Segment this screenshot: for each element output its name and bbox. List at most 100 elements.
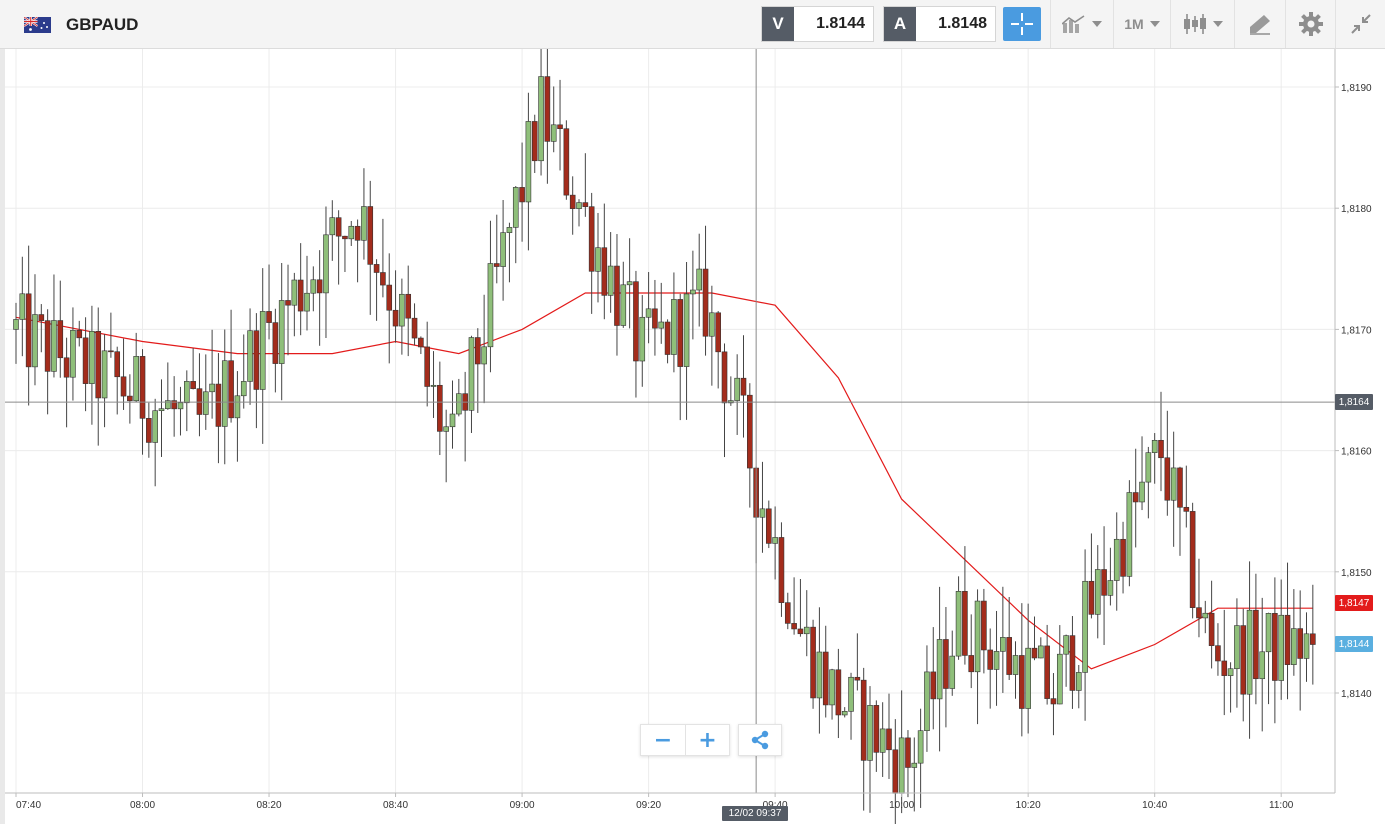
buy-quote-box[interactable]: A 1.8148 — [883, 6, 996, 42]
candle — [1107, 547, 1114, 606]
candle-body — [696, 268, 703, 291]
candle — [595, 212, 601, 303]
crosshair-button[interactable] — [1003, 7, 1041, 41]
drawing-tools-button[interactable] — [1234, 0, 1285, 48]
candle-body — [373, 264, 380, 273]
chart-type-button[interactable] — [1170, 0, 1234, 48]
zoom-in-button[interactable]: + — [685, 725, 729, 755]
candle — [538, 49, 544, 176]
instrument-symbol[interactable]: GBPAUD — [66, 15, 139, 34]
candle — [392, 270, 399, 343]
time-tick-label: 08:40 — [383, 800, 408, 811]
candle — [614, 234, 620, 356]
candle — [601, 203, 608, 320]
candle — [158, 379, 165, 457]
candle — [734, 354, 740, 435]
candle — [626, 238, 633, 329]
candle-body — [291, 279, 298, 306]
candle — [456, 378, 462, 417]
candle-body — [816, 651, 823, 699]
candle-body — [335, 217, 342, 237]
share-button[interactable] — [738, 724, 782, 756]
sell-label[interactable]: V — [762, 7, 794, 41]
candle — [1038, 637, 1044, 659]
fullscreen-button[interactable] — [1335, 0, 1385, 48]
candle — [968, 614, 975, 689]
candle — [184, 370, 190, 432]
candle-body — [1069, 635, 1076, 691]
candle — [487, 220, 494, 373]
candle — [1170, 431, 1177, 547]
candle-body — [209, 383, 215, 393]
candle-body — [778, 537, 785, 603]
candle — [841, 707, 848, 718]
candle-body — [1253, 609, 1259, 680]
candle-body — [266, 311, 272, 323]
indicators-button[interactable] — [1050, 0, 1113, 48]
candle — [797, 578, 804, 637]
buy-label[interactable]: A — [884, 7, 916, 41]
time-tick-label: 09:00 — [510, 800, 535, 811]
candle-body — [841, 711, 848, 716]
sell-price[interactable]: 1.8144 — [816, 15, 865, 32]
candle-body — [772, 537, 778, 544]
price-chart[interactable]: 1,8190 1,8180 1,8170 1,8160 1,8150 1,8140 07:… — [0, 49, 1385, 824]
candle-body — [1259, 651, 1266, 680]
candle-body — [924, 671, 930, 732]
price-axis: 1,8190 1,8180 1,8170 1,8160 1,8150 1,8140 — [1334, 49, 1372, 793]
candle-body — [506, 227, 513, 233]
candle — [253, 313, 260, 429]
candle — [765, 500, 772, 549]
candle-body — [1075, 672, 1082, 691]
crosshair-price-tag: 1,8164 — [1335, 394, 1373, 410]
candle — [114, 346, 121, 415]
candle-body — [474, 337, 481, 365]
zoom-out-button[interactable]: − — [653, 727, 673, 753]
candle — [462, 371, 468, 462]
candle — [1189, 502, 1196, 619]
candle — [696, 233, 703, 327]
candle-body — [595, 247, 601, 272]
crosshair-time-tag: 12/02 09:37 — [722, 806, 788, 821]
candle-body — [430, 384, 437, 387]
share-icon — [751, 730, 769, 750]
candle — [367, 180, 374, 315]
candle — [702, 225, 709, 356]
candle-body — [418, 337, 424, 348]
candle-body — [835, 669, 842, 716]
candle-body — [259, 311, 266, 390]
candle-body — [392, 309, 399, 327]
candle-body — [329, 217, 336, 236]
candle — [437, 361, 443, 456]
candle — [89, 305, 95, 425]
candle — [1056, 625, 1063, 705]
candle-body — [1044, 645, 1050, 699]
settings-button[interactable] — [1285, 0, 1335, 48]
timeframe-button[interactable]: 1M — [1113, 0, 1170, 48]
price-tick-label: 1,8180 — [1341, 204, 1372, 215]
candle-body — [525, 121, 532, 203]
candle — [860, 667, 867, 811]
buy-price[interactable]: 1.8148 — [938, 15, 987, 32]
candle — [474, 328, 481, 413]
candle — [645, 272, 652, 344]
candle-body — [854, 676, 861, 681]
candle — [63, 337, 70, 428]
candle-body — [44, 320, 51, 372]
candle-body — [1272, 613, 1278, 681]
sell-quote-box[interactable]: V 1.8144 — [761, 6, 874, 42]
candle — [911, 737, 918, 812]
candle — [848, 672, 854, 740]
candle — [82, 317, 89, 412]
candle-body — [930, 671, 937, 700]
gear-icon — [1298, 12, 1323, 36]
candle-body — [1189, 511, 1196, 608]
candle — [1227, 662, 1234, 713]
candle-body — [177, 402, 184, 410]
candle-body — [1063, 635, 1069, 655]
last-price-tag: 1,8144 — [1335, 636, 1373, 652]
candle — [778, 522, 785, 617]
candle-body — [165, 400, 171, 410]
candle — [588, 192, 595, 314]
candle-body — [437, 384, 443, 432]
